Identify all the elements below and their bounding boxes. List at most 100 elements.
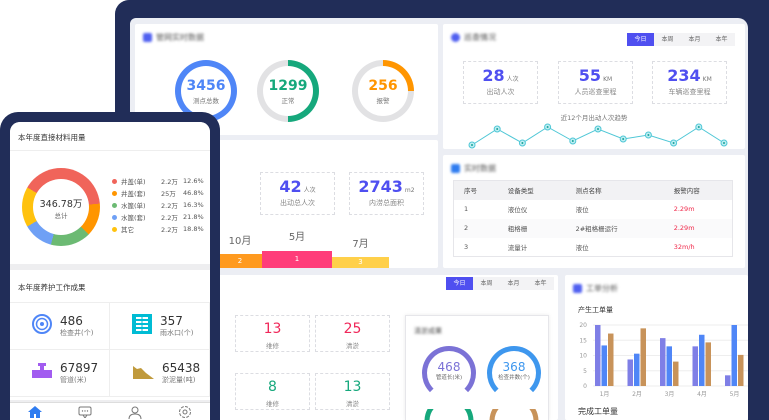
stat-value: 25	[343, 321, 362, 337]
nav-messages[interactable]	[60, 403, 110, 420]
result-gauge: 368 检查井数(个)	[487, 346, 541, 400]
bar	[705, 342, 711, 386]
message-icon	[78, 406, 92, 418]
gauge-ring: 1299 正常	[257, 60, 319, 122]
bar	[738, 354, 744, 386]
eye-icon	[451, 33, 460, 42]
stat-value: 234	[667, 66, 701, 85]
period-tabs: 今日 本周 本月 本年	[627, 33, 735, 46]
rank-month: 10月	[228, 236, 252, 247]
stat-card: 8 维修	[235, 373, 310, 410]
cell: 2.29m	[673, 205, 695, 213]
panel-title: 管网实时数据	[156, 33, 204, 42]
legend-pct: 18.8%	[183, 225, 204, 233]
panel-title: 巡查情况	[464, 33, 496, 42]
workorder-panel: 工单分析 产生工单量 0 5 10 15 20 1月 2月 3月 4月 5月 完成工单量	[565, 275, 748, 420]
trend-point-dot	[546, 126, 549, 128]
nav-profile[interactable]	[110, 403, 160, 420]
manhole-icon	[32, 314, 52, 338]
result-gauge: 468 管道长(米)	[422, 346, 476, 400]
trend-point-dot	[496, 128, 499, 130]
legend-dot	[112, 178, 117, 184]
legend-item: 井盖(单) 2.2万 12.6%	[112, 175, 204, 187]
dashboard-screen: 管网实时数据 3456 测点总数 1299 正常 256 报警 巡查情况 今日 本周 本月…	[130, 18, 748, 420]
tab-week[interactable]: 本周	[473, 277, 500, 290]
rank-bar: 1	[262, 251, 332, 268]
sludge-icon	[132, 363, 154, 383]
stat-label: 出动人次	[486, 88, 515, 96]
tab-month[interactable]: 本月	[500, 277, 527, 290]
user-icon	[128, 406, 142, 419]
tab-year[interactable]: 本年	[708, 33, 735, 46]
legend-name: 井盖(单)	[121, 178, 146, 186]
trend-title: 近12个月出动人次趋势	[560, 114, 628, 122]
table-row[interactable]: 1 液位仪 液位 2.29m	[454, 200, 733, 219]
item-value: 357	[160, 314, 183, 328]
legend-name: 水篦(单)	[121, 202, 146, 210]
trend-point-dot	[647, 134, 650, 136]
item-label: 检查井(个)	[60, 329, 94, 337]
chart-title-completed: 完成工单量	[578, 407, 618, 416]
stat-label: 车辆巡查里程	[668, 88, 711, 96]
stat-value: 28	[482, 66, 505, 85]
stat-card: 234 KM 车辆巡查里程	[652, 61, 727, 104]
bar	[699, 334, 705, 386]
bar	[640, 328, 646, 386]
stat-label: 出动总人次	[280, 199, 315, 207]
cell: 流量计	[507, 243, 528, 252]
pie-chart-icon	[573, 284, 582, 293]
nav-home[interactable]	[10, 403, 60, 420]
stat-label: 清淤	[346, 400, 359, 408]
stat-card: 28 人次出动人次	[463, 61, 538, 104]
col-header: 测点名称	[565, 180, 664, 200]
result-value: 468	[437, 360, 461, 374]
legend-value: 2.2万	[161, 214, 178, 222]
item-label: 管道(米)	[60, 376, 87, 384]
legend-name: 水篦(套)	[121, 214, 146, 222]
tab-today[interactable]: 今日	[627, 33, 654, 46]
cell: 液位仪	[507, 206, 528, 214]
cell: 2.29m	[673, 224, 695, 232]
panel-title: 实时数据	[464, 164, 496, 173]
nav-settings[interactable]	[160, 403, 210, 420]
bar	[634, 353, 640, 386]
tab-today[interactable]: 今日	[446, 277, 473, 290]
donut-legend: 井盖(单) 2.2万 12.6% 井盖(套) 25万 46.8% 水篦(单) 2.2万 16.3…	[112, 175, 204, 235]
table-row[interactable]: 2 粗格栅 2#粗格栅运行 2.29m	[453, 218, 733, 238]
pipe-icon	[32, 363, 52, 383]
legend-name: 井盖(套)	[121, 190, 146, 198]
results-title: 清淤成果	[414, 327, 442, 335]
item-label: 雨水口(个)	[160, 329, 194, 337]
cell: 2	[464, 224, 469, 232]
item-value: 486	[60, 314, 83, 328]
settings-icon	[179, 406, 191, 418]
x-tick-label: 3月	[665, 391, 675, 398]
tab-year[interactable]: 本年	[527, 277, 554, 290]
stat-label: 内涝总面积	[369, 199, 404, 207]
home-icon	[28, 406, 42, 418]
trend-line-chart	[468, 123, 728, 149]
x-tick-label: 1月	[600, 391, 610, 398]
tab-week[interactable]: 本周	[654, 33, 681, 46]
legend-item: 水篦(单) 2.2万 16.3%	[112, 199, 204, 211]
drain-grate-icon	[132, 314, 152, 338]
legend-item: 水篦(套) 2.2万 21.8%	[112, 211, 204, 223]
legend-pct: 21.8%	[183, 213, 204, 221]
realtime-panel: 实时数据 序号 设备类型 测点名称 报警内容 1 液位仪 液位 2.29m 2 粗格栅 2…	[443, 155, 745, 268]
result-gauge-partial	[489, 409, 539, 420]
stat-value: 8	[268, 379, 277, 395]
phone-screen: 本年度直接材料用量 346.78万 总计 井盖(单) 2.2万 12.6% 井盖(套)…	[10, 122, 210, 420]
legend-pct: 12.6%	[183, 177, 204, 185]
table-header: 序号 设备类型 测点名称 报警内容	[453, 180, 733, 200]
cell: 3	[464, 242, 469, 251]
col-header: 序号	[453, 180, 498, 200]
bar	[673, 361, 679, 386]
legend-value: 2.2万	[161, 178, 178, 186]
stat-unit: 人次	[506, 76, 519, 83]
x-tick-label: 4月	[697, 391, 707, 398]
result-value: 368	[502, 360, 526, 374]
tab-month[interactable]: 本月	[681, 33, 708, 46]
stat-label: 维修	[266, 400, 279, 408]
table-row[interactable]: 3 流量计 液位 32m/h	[454, 238, 733, 257]
y-tick-label: 5	[583, 368, 587, 375]
